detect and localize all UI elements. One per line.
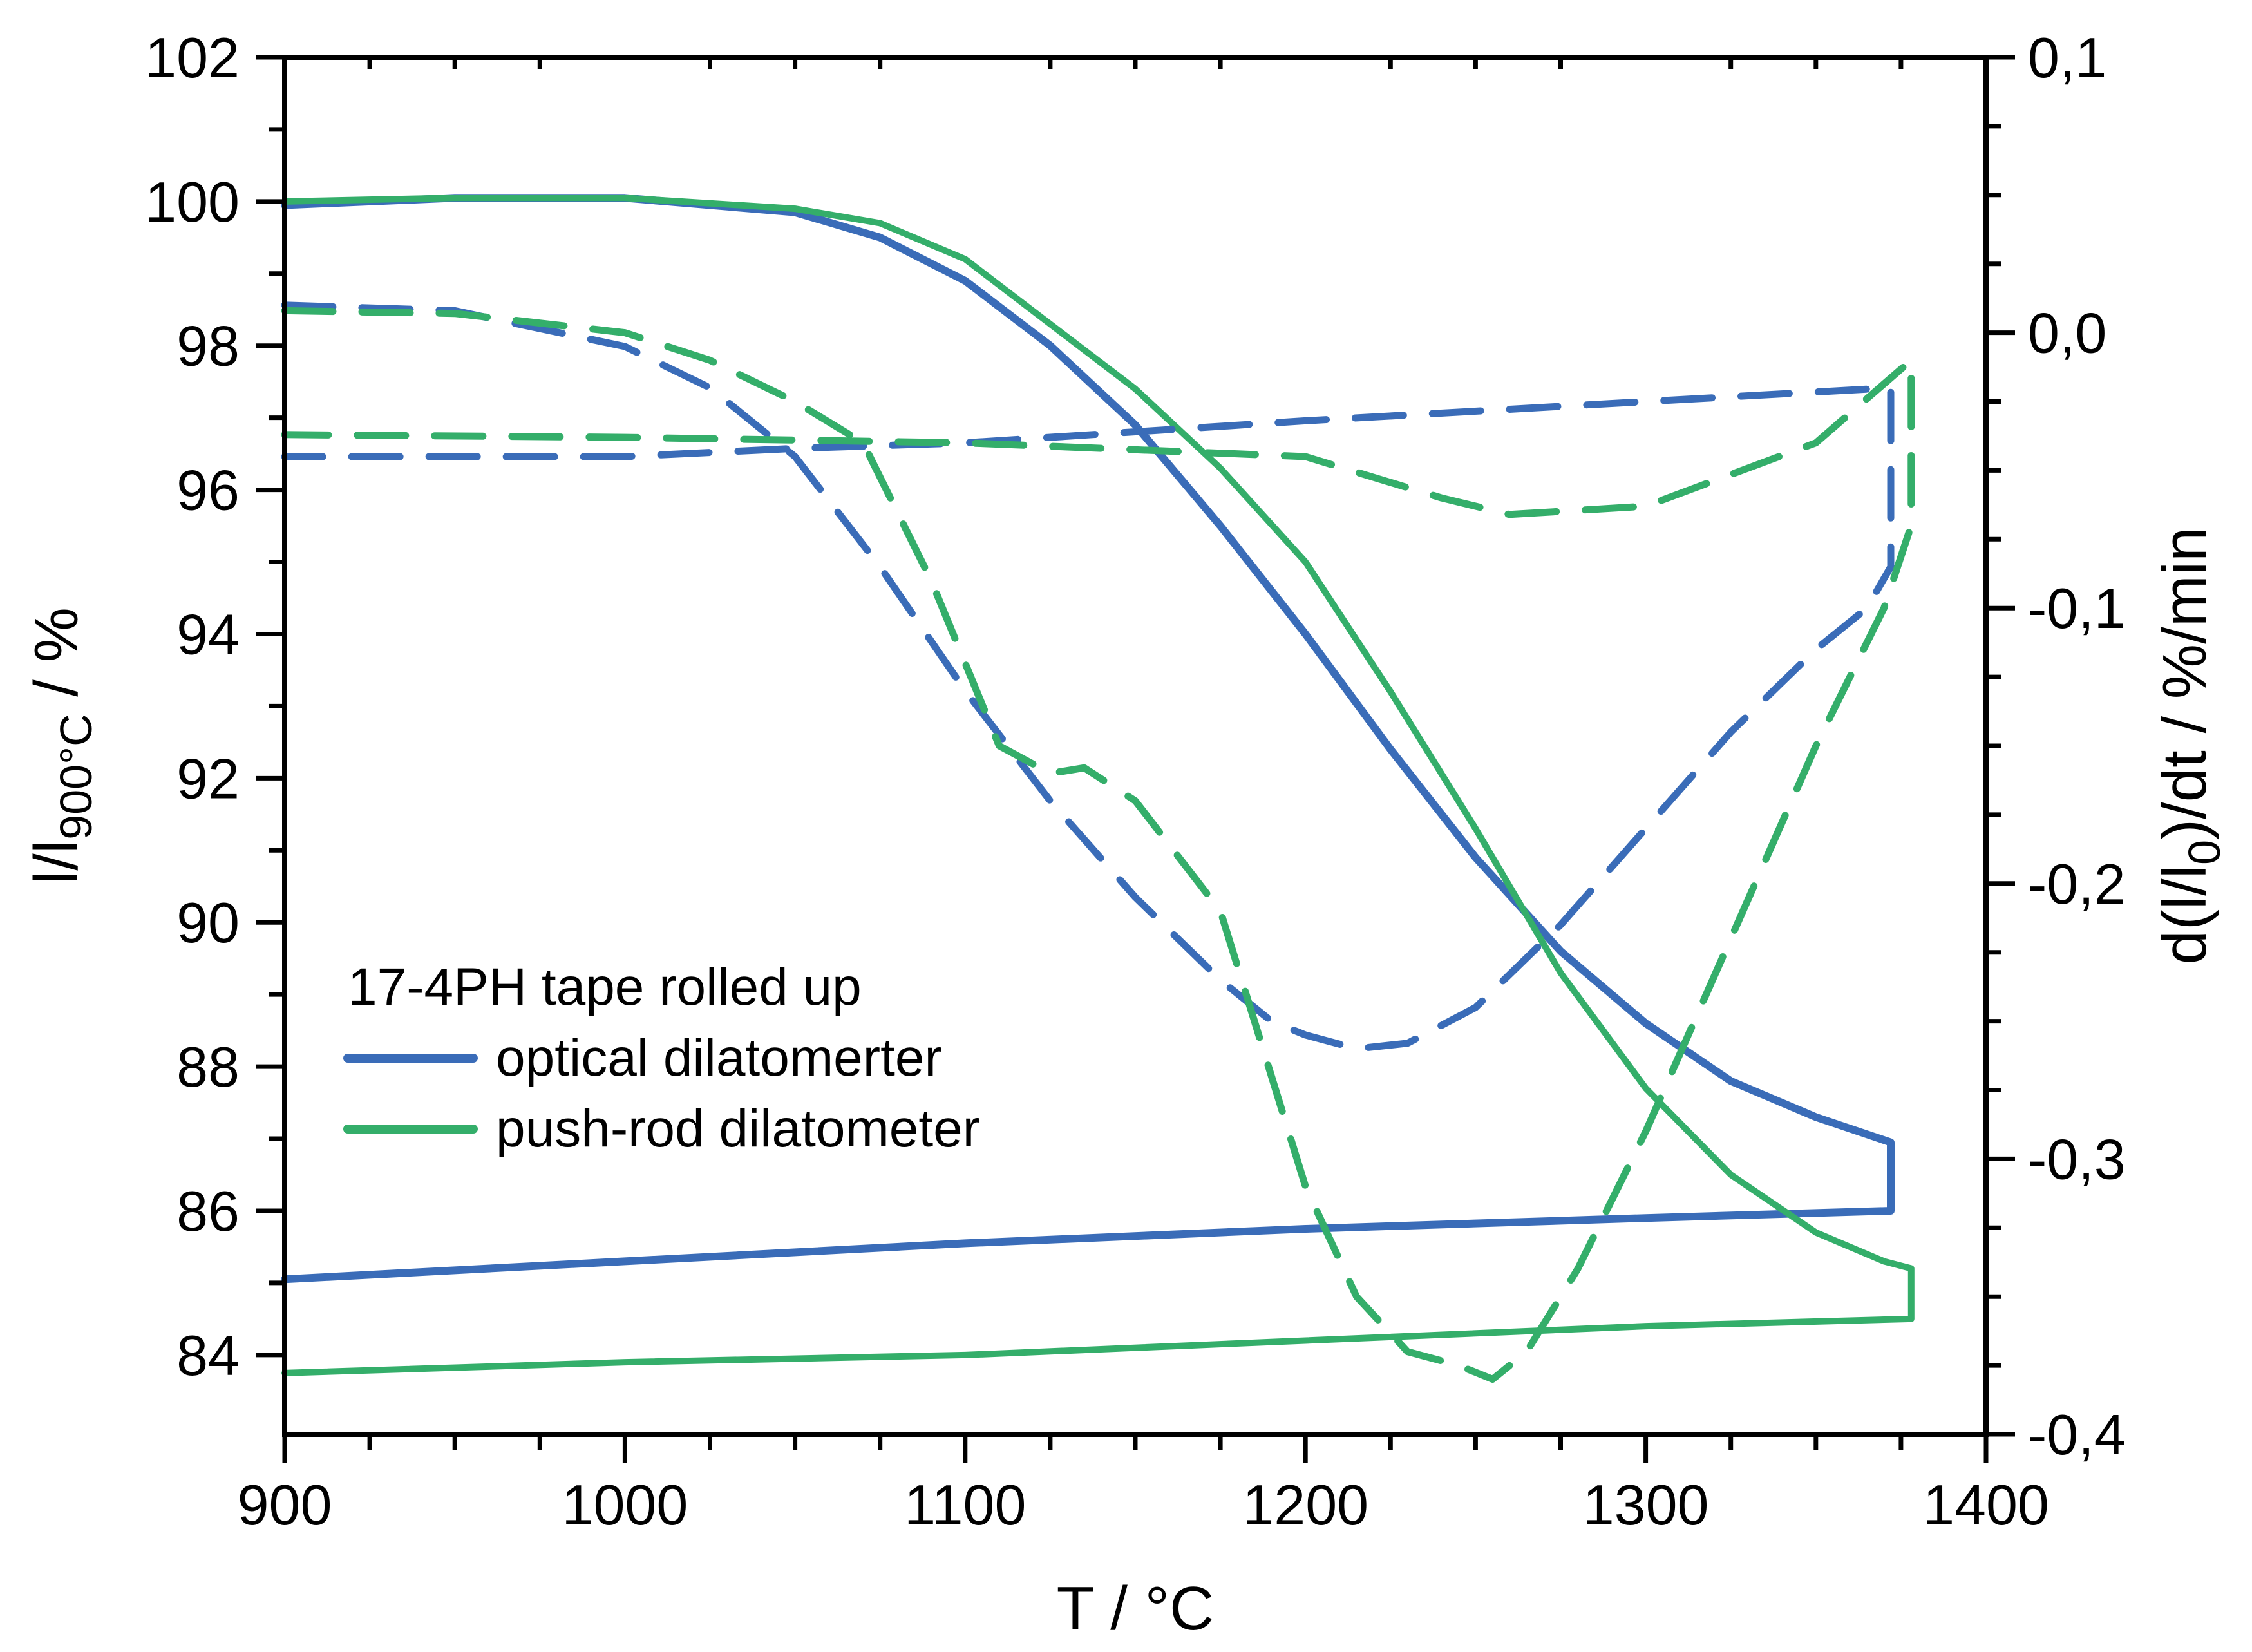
right-y-axis-tick-labels: -0,4 -0,3 -0,2 -0,1 0,0 0,1 — [2028, 26, 2126, 1467]
series-layer — [281, 194, 1915, 1383]
right-y-tick-label: -0,3 — [2028, 1127, 2126, 1191]
series-line-2 — [281, 301, 1895, 1052]
legend: 17-4PH tape rolled up optical dilatomert… — [343, 958, 980, 1158]
left-y-tick-label: 84 — [176, 1324, 240, 1387]
series-line-1 — [281, 195, 1915, 1376]
right-y-tick-label: -0,2 — [2028, 852, 2126, 916]
axis-ticks — [256, 55, 2015, 1463]
left-y-tick-label: 88 — [176, 1035, 240, 1099]
left-y-tick-label: 94 — [176, 602, 240, 666]
left-y-tick-label: 98 — [176, 314, 240, 378]
legend-title: 17-4PH tape rolled up — [348, 958, 862, 1016]
right-y-tick-label: 0,0 — [2028, 301, 2106, 365]
left-y-tick-label: 92 — [176, 746, 240, 810]
left-y-tick-label: 100 — [145, 170, 240, 234]
left-y-tick-label: 90 — [176, 891, 240, 954]
x-tick-label: 900 — [238, 1473, 332, 1537]
right-y-axis-title: d(l/l0)/dt / %/min — [2150, 527, 2229, 964]
x-axis-tick-labels: 900 1000 1100 1200 1300 1400 — [238, 1473, 2049, 1537]
x-tick-label: 1400 — [1923, 1473, 2049, 1537]
legend-label-optical: optical dilatomerter — [496, 1029, 942, 1087]
left-y-axis-tick-labels: 84 86 88 90 92 94 96 98 100 102 — [145, 26, 240, 1387]
series-line-3 — [281, 307, 1915, 1383]
x-axis-title: T / °C — [1057, 1574, 1215, 1643]
x-tick-label: 1200 — [1242, 1473, 1368, 1537]
left-y-tick-label: 86 — [176, 1179, 240, 1243]
right-y-tick-label: -0,4 — [2028, 1403, 2126, 1467]
right-y-tick-label: 0,1 — [2028, 26, 2106, 90]
left-y-axis-title: l/l900°C / % — [22, 607, 101, 884]
left-y-tick-label: 102 — [145, 26, 240, 90]
x-tick-label: 1100 — [904, 1473, 1026, 1537]
right-y-tick-label: -0,1 — [2028, 576, 2126, 640]
x-tick-label: 1300 — [1583, 1473, 1709, 1537]
plot-frame — [282, 55, 1989, 1437]
left-y-tick-label: 96 — [176, 459, 240, 522]
legend-label-pushrod: push-rod dilatometer — [496, 1099, 980, 1158]
x-tick-label: 1000 — [562, 1473, 688, 1537]
